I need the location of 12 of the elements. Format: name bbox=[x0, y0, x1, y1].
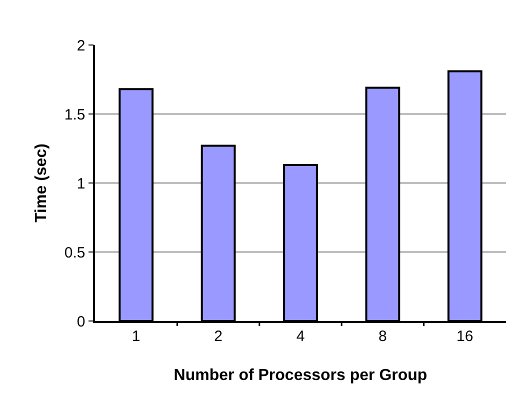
y-tick-label: 2 bbox=[76, 37, 86, 54]
x-tick-label: 1 bbox=[132, 328, 140, 345]
x-tick-label: 4 bbox=[296, 328, 305, 345]
y-tick-label: 0.5 bbox=[64, 244, 86, 262]
y-axis-title: Time (sec) bbox=[32, 144, 50, 222]
y-tick-label: 0 bbox=[76, 313, 86, 330]
x-tick-label: 8 bbox=[378, 328, 387, 345]
x-tick-label: 16 bbox=[456, 328, 474, 345]
y-tick-label: 1 bbox=[76, 175, 86, 192]
x-axis-title: Number of Processors per Group bbox=[174, 366, 428, 384]
y-tick-label: 1.5 bbox=[64, 106, 86, 124]
x-tick-label: 2 bbox=[214, 328, 222, 345]
